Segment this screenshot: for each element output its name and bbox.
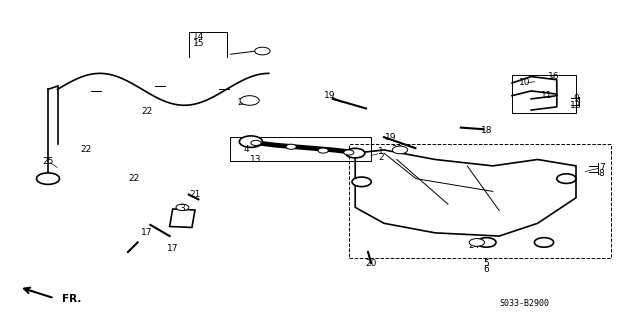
Text: 11: 11 xyxy=(541,91,553,100)
Circle shape xyxy=(176,204,189,211)
Circle shape xyxy=(344,150,354,155)
Text: 13: 13 xyxy=(250,155,262,164)
Text: 25: 25 xyxy=(42,157,54,166)
Circle shape xyxy=(240,96,259,105)
Text: 22: 22 xyxy=(141,107,153,116)
Text: 2: 2 xyxy=(378,153,383,162)
Text: 17: 17 xyxy=(167,244,179,253)
Text: 7: 7 xyxy=(599,163,604,172)
Circle shape xyxy=(352,177,371,187)
Text: 3: 3 xyxy=(180,204,185,213)
Text: 14: 14 xyxy=(193,32,204,41)
Text: S033-B2900: S033-B2900 xyxy=(499,299,549,308)
Text: 24: 24 xyxy=(468,241,479,250)
Circle shape xyxy=(477,238,496,247)
Circle shape xyxy=(392,146,408,154)
Text: 19: 19 xyxy=(324,91,335,100)
Circle shape xyxy=(251,140,261,145)
Bar xyxy=(170,209,195,227)
Circle shape xyxy=(318,148,328,153)
Text: 4: 4 xyxy=(244,145,249,154)
Text: 20: 20 xyxy=(365,259,377,268)
Circle shape xyxy=(286,144,296,149)
Text: 5: 5 xyxy=(484,259,489,268)
Text: 26: 26 xyxy=(391,145,403,154)
Text: 18: 18 xyxy=(481,126,492,135)
Text: 23: 23 xyxy=(237,98,249,107)
Circle shape xyxy=(469,239,484,246)
Text: FR.: FR. xyxy=(62,294,81,304)
Text: 22: 22 xyxy=(81,145,92,154)
Text: 9: 9 xyxy=(573,94,579,103)
Circle shape xyxy=(534,238,554,247)
Circle shape xyxy=(255,47,270,55)
Circle shape xyxy=(36,173,60,184)
Text: 22: 22 xyxy=(129,174,140,183)
Text: 15: 15 xyxy=(193,39,204,48)
Text: 16: 16 xyxy=(548,72,559,81)
Text: 19: 19 xyxy=(385,133,396,142)
Text: 1: 1 xyxy=(378,147,383,156)
Text: 12: 12 xyxy=(570,101,582,110)
Circle shape xyxy=(239,136,262,147)
Text: 21: 21 xyxy=(189,190,201,199)
Bar xyxy=(512,75,576,113)
Text: 17: 17 xyxy=(141,228,153,237)
Text: 6: 6 xyxy=(484,265,489,274)
Bar xyxy=(349,144,611,258)
Bar xyxy=(230,137,371,161)
Text: 8: 8 xyxy=(599,169,604,178)
Text: 10: 10 xyxy=(519,78,531,87)
Circle shape xyxy=(346,148,365,158)
Circle shape xyxy=(557,174,576,183)
